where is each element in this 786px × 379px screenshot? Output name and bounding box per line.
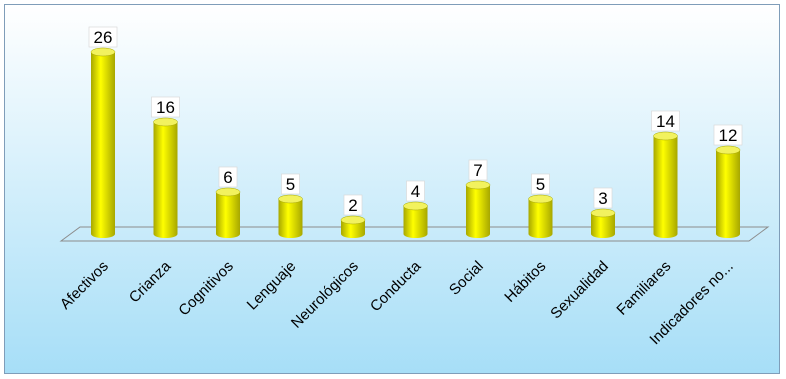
bar — [340, 215, 366, 238]
value-label-box — [88, 26, 118, 48]
value-label-box — [713, 124, 743, 146]
bar-body — [278, 199, 303, 238]
value-label: 7 — [473, 161, 482, 180]
bar-body — [466, 185, 490, 238]
value-label-box — [218, 166, 238, 188]
value-label: 2 — [348, 196, 357, 215]
value-label-box — [281, 173, 300, 195]
bar-top — [90, 47, 116, 57]
value-label: 4 — [411, 182, 420, 201]
bar-top — [590, 208, 616, 218]
bar — [590, 208, 616, 238]
bar-body — [341, 220, 365, 238]
value-label-box — [151, 96, 180, 118]
value-label: 5 — [536, 175, 545, 194]
bar-top — [403, 201, 428, 211]
bar — [215, 187, 241, 238]
value-label: 14 — [656, 112, 675, 131]
bar-top — [278, 194, 303, 204]
value-label-box — [343, 194, 363, 216]
bar-body — [591, 213, 615, 238]
bar — [153, 117, 178, 238]
bar-top — [465, 180, 491, 190]
chart-background — [5, 5, 779, 373]
value-label: 3 — [598, 189, 607, 208]
bar-body — [91, 52, 115, 238]
bar-top — [215, 187, 241, 197]
value-label: 6 — [223, 168, 232, 187]
bar-body — [403, 206, 428, 238]
bar — [90, 47, 116, 238]
value-label-box — [406, 180, 425, 202]
value-label-box — [468, 159, 488, 181]
bar — [653, 131, 678, 238]
bar-top — [528, 194, 553, 204]
value-label-box — [651, 110, 680, 132]
bar-body — [653, 136, 678, 238]
bars-layer — [90, 47, 741, 238]
bar — [403, 201, 428, 238]
value-label: 16 — [156, 98, 175, 117]
bar — [278, 194, 303, 238]
chart-floor — [59, 226, 770, 242]
bar-body — [153, 122, 178, 238]
value-label-box — [593, 187, 613, 209]
bar-top — [715, 145, 741, 155]
bar — [465, 180, 491, 238]
bar-body — [528, 199, 553, 238]
value-label: 26 — [94, 28, 113, 47]
chart-container: 26 16 6 5 2 4 7 5 3 14 12 Afectivos Crianza Cognitiv… — [4, 4, 780, 374]
value-label: 12 — [719, 126, 738, 145]
bar — [528, 194, 553, 238]
bar-body — [216, 192, 240, 238]
bar-top — [153, 117, 178, 127]
value-label: 5 — [286, 175, 295, 194]
bar — [715, 145, 741, 238]
bar-top — [653, 131, 678, 141]
bar-body — [716, 150, 740, 238]
value-labels-layer: 26 16 6 5 2 4 7 5 3 14 12 — [88, 26, 743, 216]
value-label-box — [531, 173, 550, 195]
bar-top — [340, 215, 366, 225]
